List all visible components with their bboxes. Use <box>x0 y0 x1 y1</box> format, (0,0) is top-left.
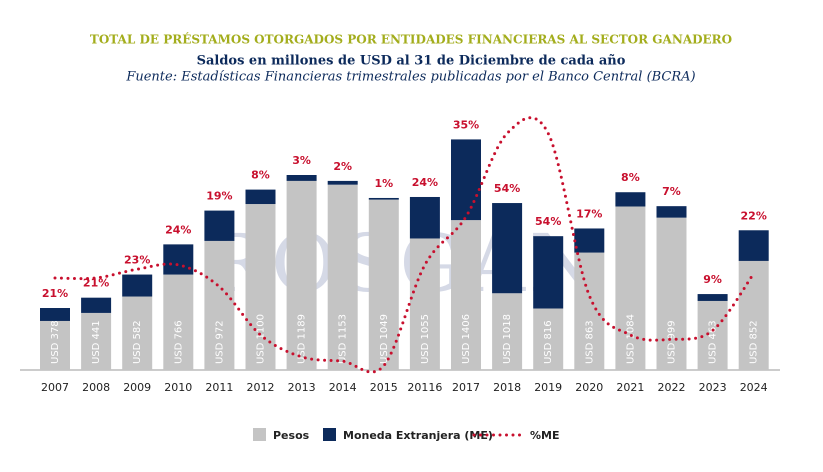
bar-segment <box>245 189 276 205</box>
bar-total-label: USD 1084 <box>625 314 636 364</box>
bar-segment <box>327 184 358 370</box>
pct-label: 23% <box>124 254 150 267</box>
pct-label: 3% <box>292 154 311 167</box>
legend-label: Moneda Extranjera (ME) <box>343 429 493 442</box>
pct-label: 54% <box>535 215 561 228</box>
bar-total-label: USD 1189 <box>297 314 308 364</box>
bar-total-label: USD 1100 <box>256 314 267 364</box>
pct-label: 24% <box>412 176 438 189</box>
bar-total-label: USD 1406 <box>461 314 472 364</box>
x-tick-label: 2018 <box>493 381 521 394</box>
bar-segment <box>122 296 153 370</box>
bar-segment <box>204 210 235 241</box>
bar-total-label: USD 863 <box>584 320 595 364</box>
pct-label: 1% <box>374 177 393 190</box>
legend-swatch <box>323 428 336 441</box>
bar-segment <box>492 293 523 370</box>
bar-segment <box>327 180 358 185</box>
bar-segment <box>163 274 194 370</box>
x-tick-label: 2012 <box>247 381 275 394</box>
legend-label: %ME <box>530 429 559 442</box>
pct-label: 8% <box>251 169 270 182</box>
x-tick-label: 2013 <box>288 381 316 394</box>
bar-total-label: USD 972 <box>214 320 225 364</box>
bar-segment <box>40 320 70 370</box>
bar-segment <box>533 236 564 309</box>
bar-segment <box>533 308 564 370</box>
chart-source: Fuente: Estadísticas Financieras trimest… <box>125 70 695 85</box>
bar-segment <box>122 274 153 297</box>
legend-label: Pesos <box>273 429 310 442</box>
bar-segment <box>40 308 70 321</box>
bar-segment <box>204 240 235 370</box>
bar-total-label: USD 1055 <box>420 314 431 364</box>
pct-label: 24% <box>165 223 191 236</box>
x-tick-label: 2007 <box>41 381 69 394</box>
x-tick-label: 2010 <box>164 381 192 394</box>
bar-segment <box>615 192 646 207</box>
pct-label: 8% <box>621 171 640 184</box>
bar-segment <box>451 220 481 370</box>
bar-segment <box>286 180 317 370</box>
x-tick-label: 2021 <box>616 381 644 394</box>
bar-total-label: USD 852 <box>749 320 760 364</box>
x-tick-label: 2011 <box>205 381 233 394</box>
bar-segment <box>368 197 399 200</box>
bar-segment <box>409 238 440 370</box>
pct-line <box>53 116 756 374</box>
bar-segment <box>697 294 728 301</box>
bar-segment <box>409 196 440 239</box>
bar-total-label: USD 582 <box>132 320 143 364</box>
bar-segment <box>81 312 112 370</box>
bar-segment <box>738 260 769 370</box>
bar-total-label: USD 766 <box>173 320 184 364</box>
x-tick-label: 2015 <box>370 381 398 394</box>
pct-label: 21% <box>83 277 109 290</box>
bar-total-label: USD 1018 <box>502 314 513 364</box>
bar-segment <box>656 206 687 218</box>
bar-total-label: USD 441 <box>91 320 102 364</box>
bar-total-label: USD 378 <box>50 320 61 364</box>
x-tick-label: 2019 <box>534 381 562 394</box>
x-tick-label: 2008 <box>82 381 110 394</box>
bar-total-label: USD 999 <box>667 320 678 364</box>
x-tick-label: 2017 <box>452 381 480 394</box>
x-tick-label: 2009 <box>123 381 151 394</box>
pct-label: 19% <box>206 190 232 203</box>
x-tick-label: 2014 <box>329 381 357 394</box>
bar-segment <box>451 139 481 221</box>
bar-segment <box>615 206 646 370</box>
chart-title: TOTAL DE PRÉSTAMOS OTORGADOS POR ENTIDAD… <box>90 32 732 47</box>
bar-segment <box>574 252 605 370</box>
bar-total-label: USD 816 <box>543 320 554 364</box>
pct-label: 21% <box>42 287 68 300</box>
x-tick-label: 2020 <box>575 381 603 394</box>
x-tick-label: 20116 <box>407 381 442 394</box>
bar-segment <box>574 228 605 253</box>
pct-label: 7% <box>662 185 681 198</box>
chart-subtitle: Saldos en millones de USD al 31 de Dicie… <box>197 54 626 69</box>
pct-label: 2% <box>333 160 352 173</box>
bar-total-label: USD 1049 <box>379 314 390 364</box>
bar-total-label: USD 1153 <box>338 314 349 364</box>
bar-segment <box>163 244 194 275</box>
x-tick-label: 2024 <box>740 381 768 394</box>
pct-label: 17% <box>576 207 602 220</box>
bar-segment <box>656 217 687 370</box>
bar-segment <box>81 297 112 313</box>
pct-label: 35% <box>453 118 479 131</box>
bar-segment <box>492 203 523 294</box>
legend-swatch <box>253 428 266 441</box>
pct-label: 22% <box>741 209 767 222</box>
pct-label: 9% <box>703 273 722 286</box>
bar-segment <box>286 175 317 181</box>
bar-segment <box>368 199 399 370</box>
bar-segment <box>738 230 769 261</box>
x-tick-label: 2023 <box>699 381 727 394</box>
bar-total-label: USD 463 <box>708 320 719 364</box>
x-tick-label: 2022 <box>658 381 686 394</box>
pct-label: 54% <box>494 182 520 195</box>
